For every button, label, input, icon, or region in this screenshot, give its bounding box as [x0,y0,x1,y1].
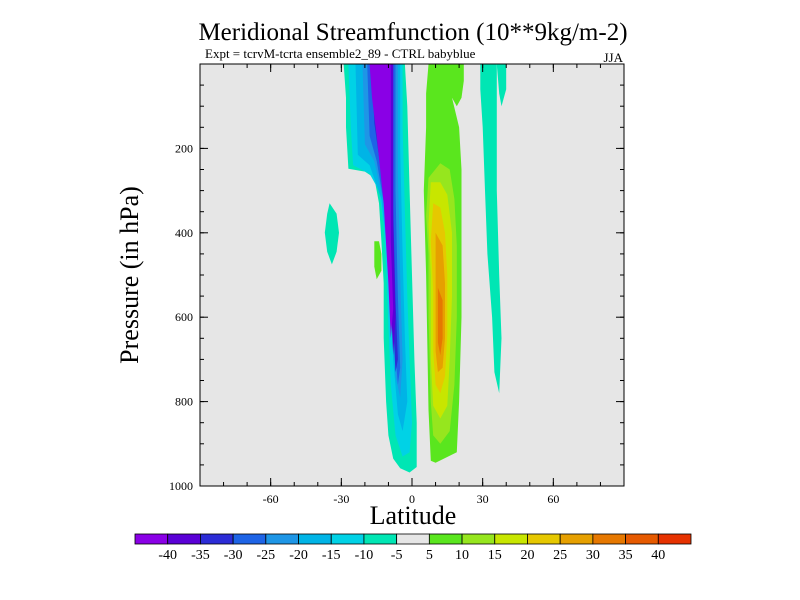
colorbar-label: -10 [355,548,374,563]
x-tick-label: -30 [333,492,349,506]
colorbar-swatch [200,533,234,545]
x-tick-label: 30 [477,492,489,506]
colorbar-swatch [363,533,398,545]
colorbar-swatch [625,533,659,545]
colorbar-swatch [396,533,430,545]
axis-ticks: -60 -30 0 30 60 200 400 600 800 1000 [169,64,624,506]
colorbar-label: -40 [158,548,177,563]
x-axis-label: Latitude [370,501,457,530]
contour-pos-upper-green [452,64,464,107]
colorbar-label: 35 [619,548,633,563]
y-tick-label: 600 [175,310,193,324]
colorbar-swatch [298,533,332,545]
colorbar-label: -35 [191,548,210,563]
y-tick-label: 400 [175,226,193,240]
colorbar-label: 5 [426,548,433,563]
y-axis-label: Pressure (in hPa) [115,186,144,364]
colorbar-swatch [265,533,299,545]
colorbar-label: -5 [391,548,403,563]
colorbar-swatch [527,533,561,545]
y-tick-label: 800 [175,395,193,409]
colorbar-label: -15 [322,548,341,563]
colorbar-swatch [428,533,463,545]
x-tick-label: 0 [409,492,415,506]
contour-neg-left-small [324,203,339,265]
colorbar-swatch [657,533,692,545]
colorbar-label: 10 [455,548,469,563]
y-tick-label: 1000 [169,479,193,493]
contour-pos-teal-right2 [496,64,507,107]
colorbar-label: -25 [256,548,275,563]
colorbar-label: 20 [520,548,534,563]
colorbar-swatch [330,533,365,545]
colorbar-label: 40 [651,548,665,563]
colorbar-swatch [232,533,267,545]
colorbar-label: 15 [488,548,502,563]
x-tick-label: 60 [547,492,559,506]
colorbar-swatch [559,533,594,545]
contour-layer [324,64,507,473]
x-tick-label: -60 [263,492,279,506]
y-tick-label: 200 [175,141,193,155]
colorbar-label: 25 [553,548,567,563]
colorbar-swatch [461,533,496,545]
colorbar-swatch [167,533,201,545]
contour-pos-right-teal [480,64,502,394]
colorbar-label: -30 [224,548,243,563]
chart-title: Meridional Streamfunction (10**9kg/m-2) [198,19,627,46]
colorbar-swatch [134,533,169,545]
contour-pos-small-green [374,241,382,280]
colorbar: -40 -35 -30 -25 -20 -15 -10 -5 5 10 15 20 25 30 35 40 [134,533,692,563]
colorbar-swatch [592,533,626,545]
contour-neg-40 [369,64,394,339]
colorbar-label: 30 [586,548,600,563]
season-label: JJA [603,50,623,65]
chart-subtitle: Expt = tcrvM-tcrta ensemble2_89 - CTRL b… [205,46,476,61]
colorbar-swatch [494,533,528,545]
contour-pos-35 [437,287,443,356]
colorbar-label: -20 [289,548,308,563]
